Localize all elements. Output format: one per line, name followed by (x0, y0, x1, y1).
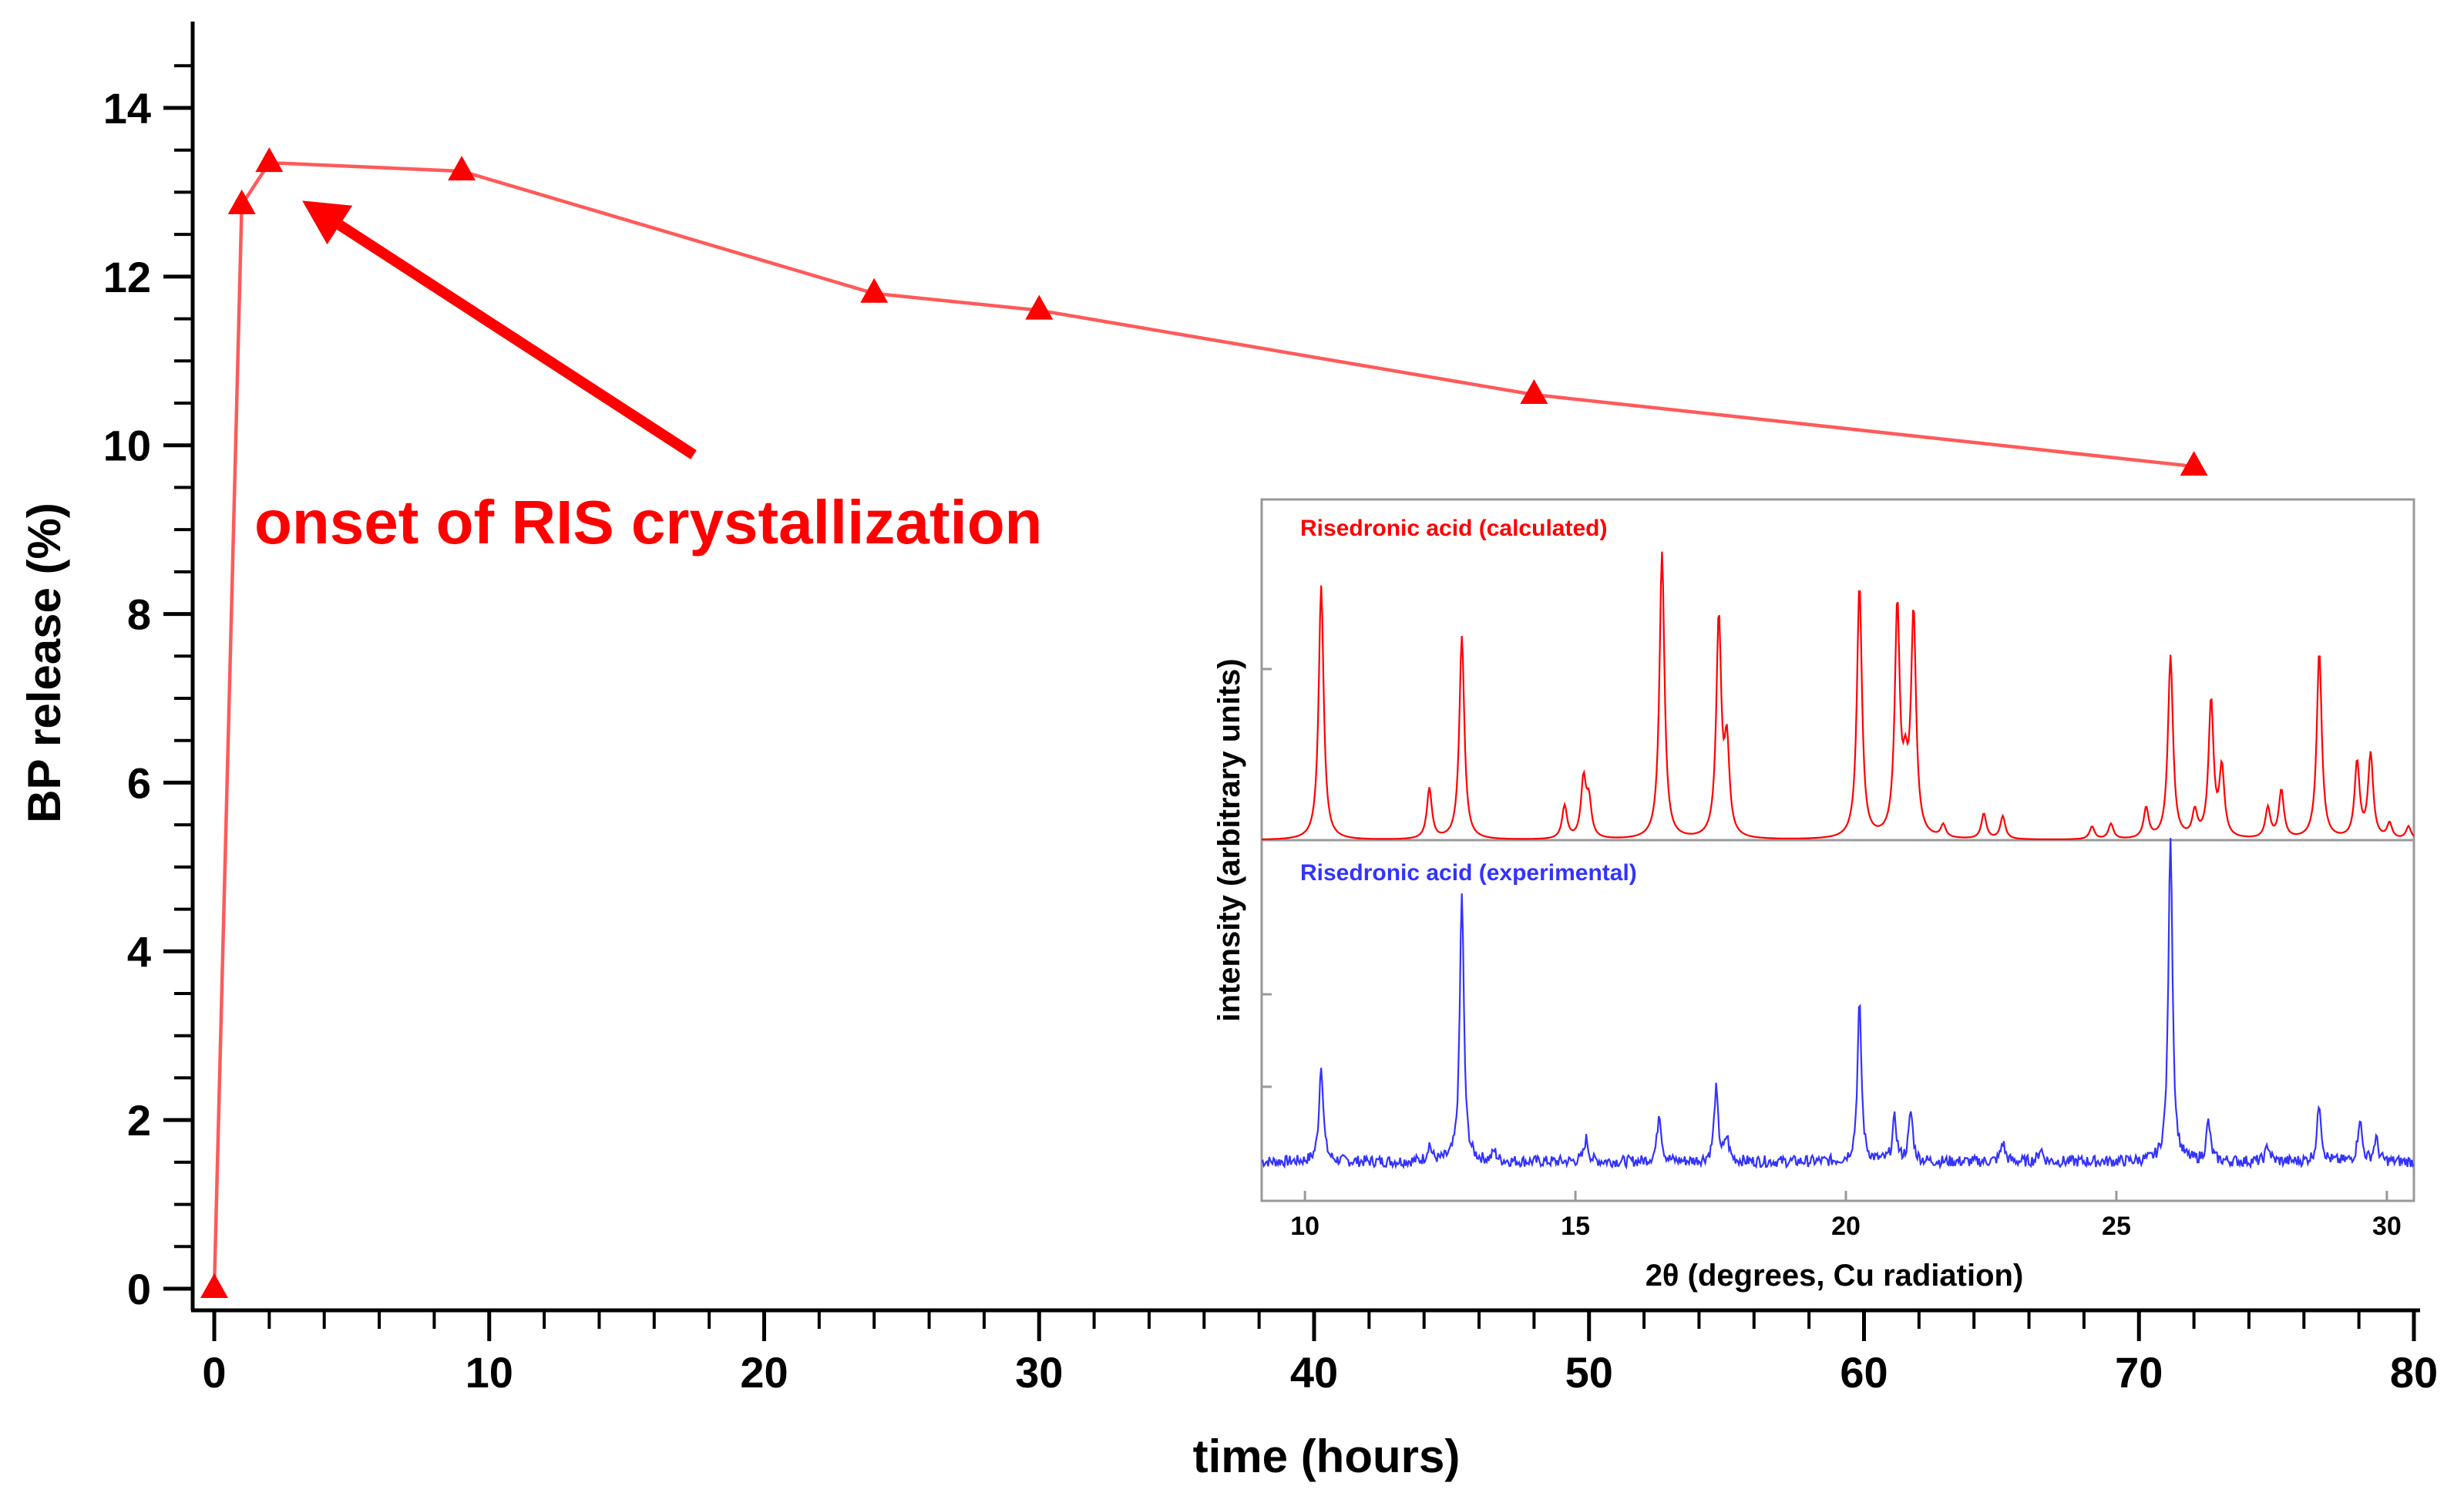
xrd-inset-chart: 10 15 20 25 30 Risedronic acid (calculated) … (1212, 498, 2415, 1293)
inset-x-axis-title: 2θ (degrees, Cu radiation) (1645, 1259, 2024, 1293)
y-tick-label: 0 (127, 1265, 151, 1313)
y-tick-label: 4 (127, 927, 151, 976)
y-tick-label: 10 (103, 422, 151, 470)
bp-release-series (200, 147, 2208, 1298)
x-tick-label: 0 (202, 1348, 226, 1397)
x-tick-label: 50 (1565, 1348, 1613, 1397)
experimental-series-label: Risedronic acid (experimental) (1300, 860, 1637, 886)
annotation-arrow-shaft (336, 220, 697, 459)
inset-x-tick-labels: 10 15 20 25 30 (1290, 1212, 2402, 1241)
inset-y-ticks (1262, 667, 1272, 1088)
x-axis-ticks (212, 1310, 2416, 1341)
inset-frame (1260, 498, 2415, 1202)
y-tick-label: 6 (127, 758, 151, 807)
annotation-arrow-head (302, 200, 353, 245)
y-tick-labels: 0 2 4 6 8 10 12 14 (103, 84, 151, 1313)
experimental-pattern-line (1261, 838, 2415, 1170)
y-axis-ticks (163, 64, 193, 1291)
x-tick-label: 80 (2390, 1348, 2438, 1397)
data-point-marker (200, 1273, 228, 1298)
inset-x-tick-label: 20 (1831, 1212, 1861, 1241)
data-point-marker (1520, 379, 1548, 405)
x-tick-label: 10 (466, 1348, 513, 1397)
x-tick-label: 20 (740, 1348, 788, 1397)
inset-y-axis-title: intensity (arbitrary units) (1212, 658, 1246, 1021)
y-axis-title: BP release (%) (18, 503, 70, 823)
data-point-marker (448, 156, 476, 181)
data-point-marker (2180, 451, 2208, 476)
x-tick-labels: 0 10 20 30 40 50 60 70 80 (202, 1348, 2438, 1397)
calculated-pattern-line (1262, 551, 2415, 841)
inset-x-tick-label: 25 (2102, 1212, 2131, 1241)
annotation-text: onset of RIS crystallization (254, 488, 1042, 556)
x-tick-label: 30 (1015, 1348, 1063, 1397)
data-point-marker (227, 189, 256, 214)
x-tick-label: 70 (2115, 1348, 2163, 1397)
main-chart: 0 2 4 6 8 10 12 14 0 10 20 30 40 50 60 70 80 time (hour… (18, 22, 2438, 1482)
inset-x-tick-label: 30 (2372, 1212, 2402, 1241)
y-tick-label: 12 (103, 253, 151, 301)
data-point-marker (255, 147, 284, 173)
bp-release-markers (200, 147, 2208, 1298)
inset-x-ticks (1303, 1191, 2388, 1201)
x-tick-label: 40 (1290, 1348, 1338, 1397)
x-tick-label: 60 (1840, 1348, 1887, 1397)
inset-x-tick-label: 15 (1561, 1212, 1590, 1241)
y-tick-label: 2 (127, 1096, 151, 1145)
x-axis-title: time (hours) (1193, 1431, 1461, 1482)
data-point-marker (1025, 294, 1054, 320)
y-tick-label: 14 (103, 84, 151, 133)
inset-x-tick-label: 10 (1290, 1212, 1319, 1241)
crystallization-annotation: onset of RIS crystallization (254, 200, 1042, 556)
calculated-series-label: Risedronic acid (calculated) (1300, 516, 1607, 541)
y-tick-label: 8 (127, 590, 151, 639)
main-axes: 0 2 4 6 8 10 12 14 0 10 20 30 40 50 60 70 80 (103, 22, 2438, 1397)
data-point-marker (860, 277, 889, 303)
